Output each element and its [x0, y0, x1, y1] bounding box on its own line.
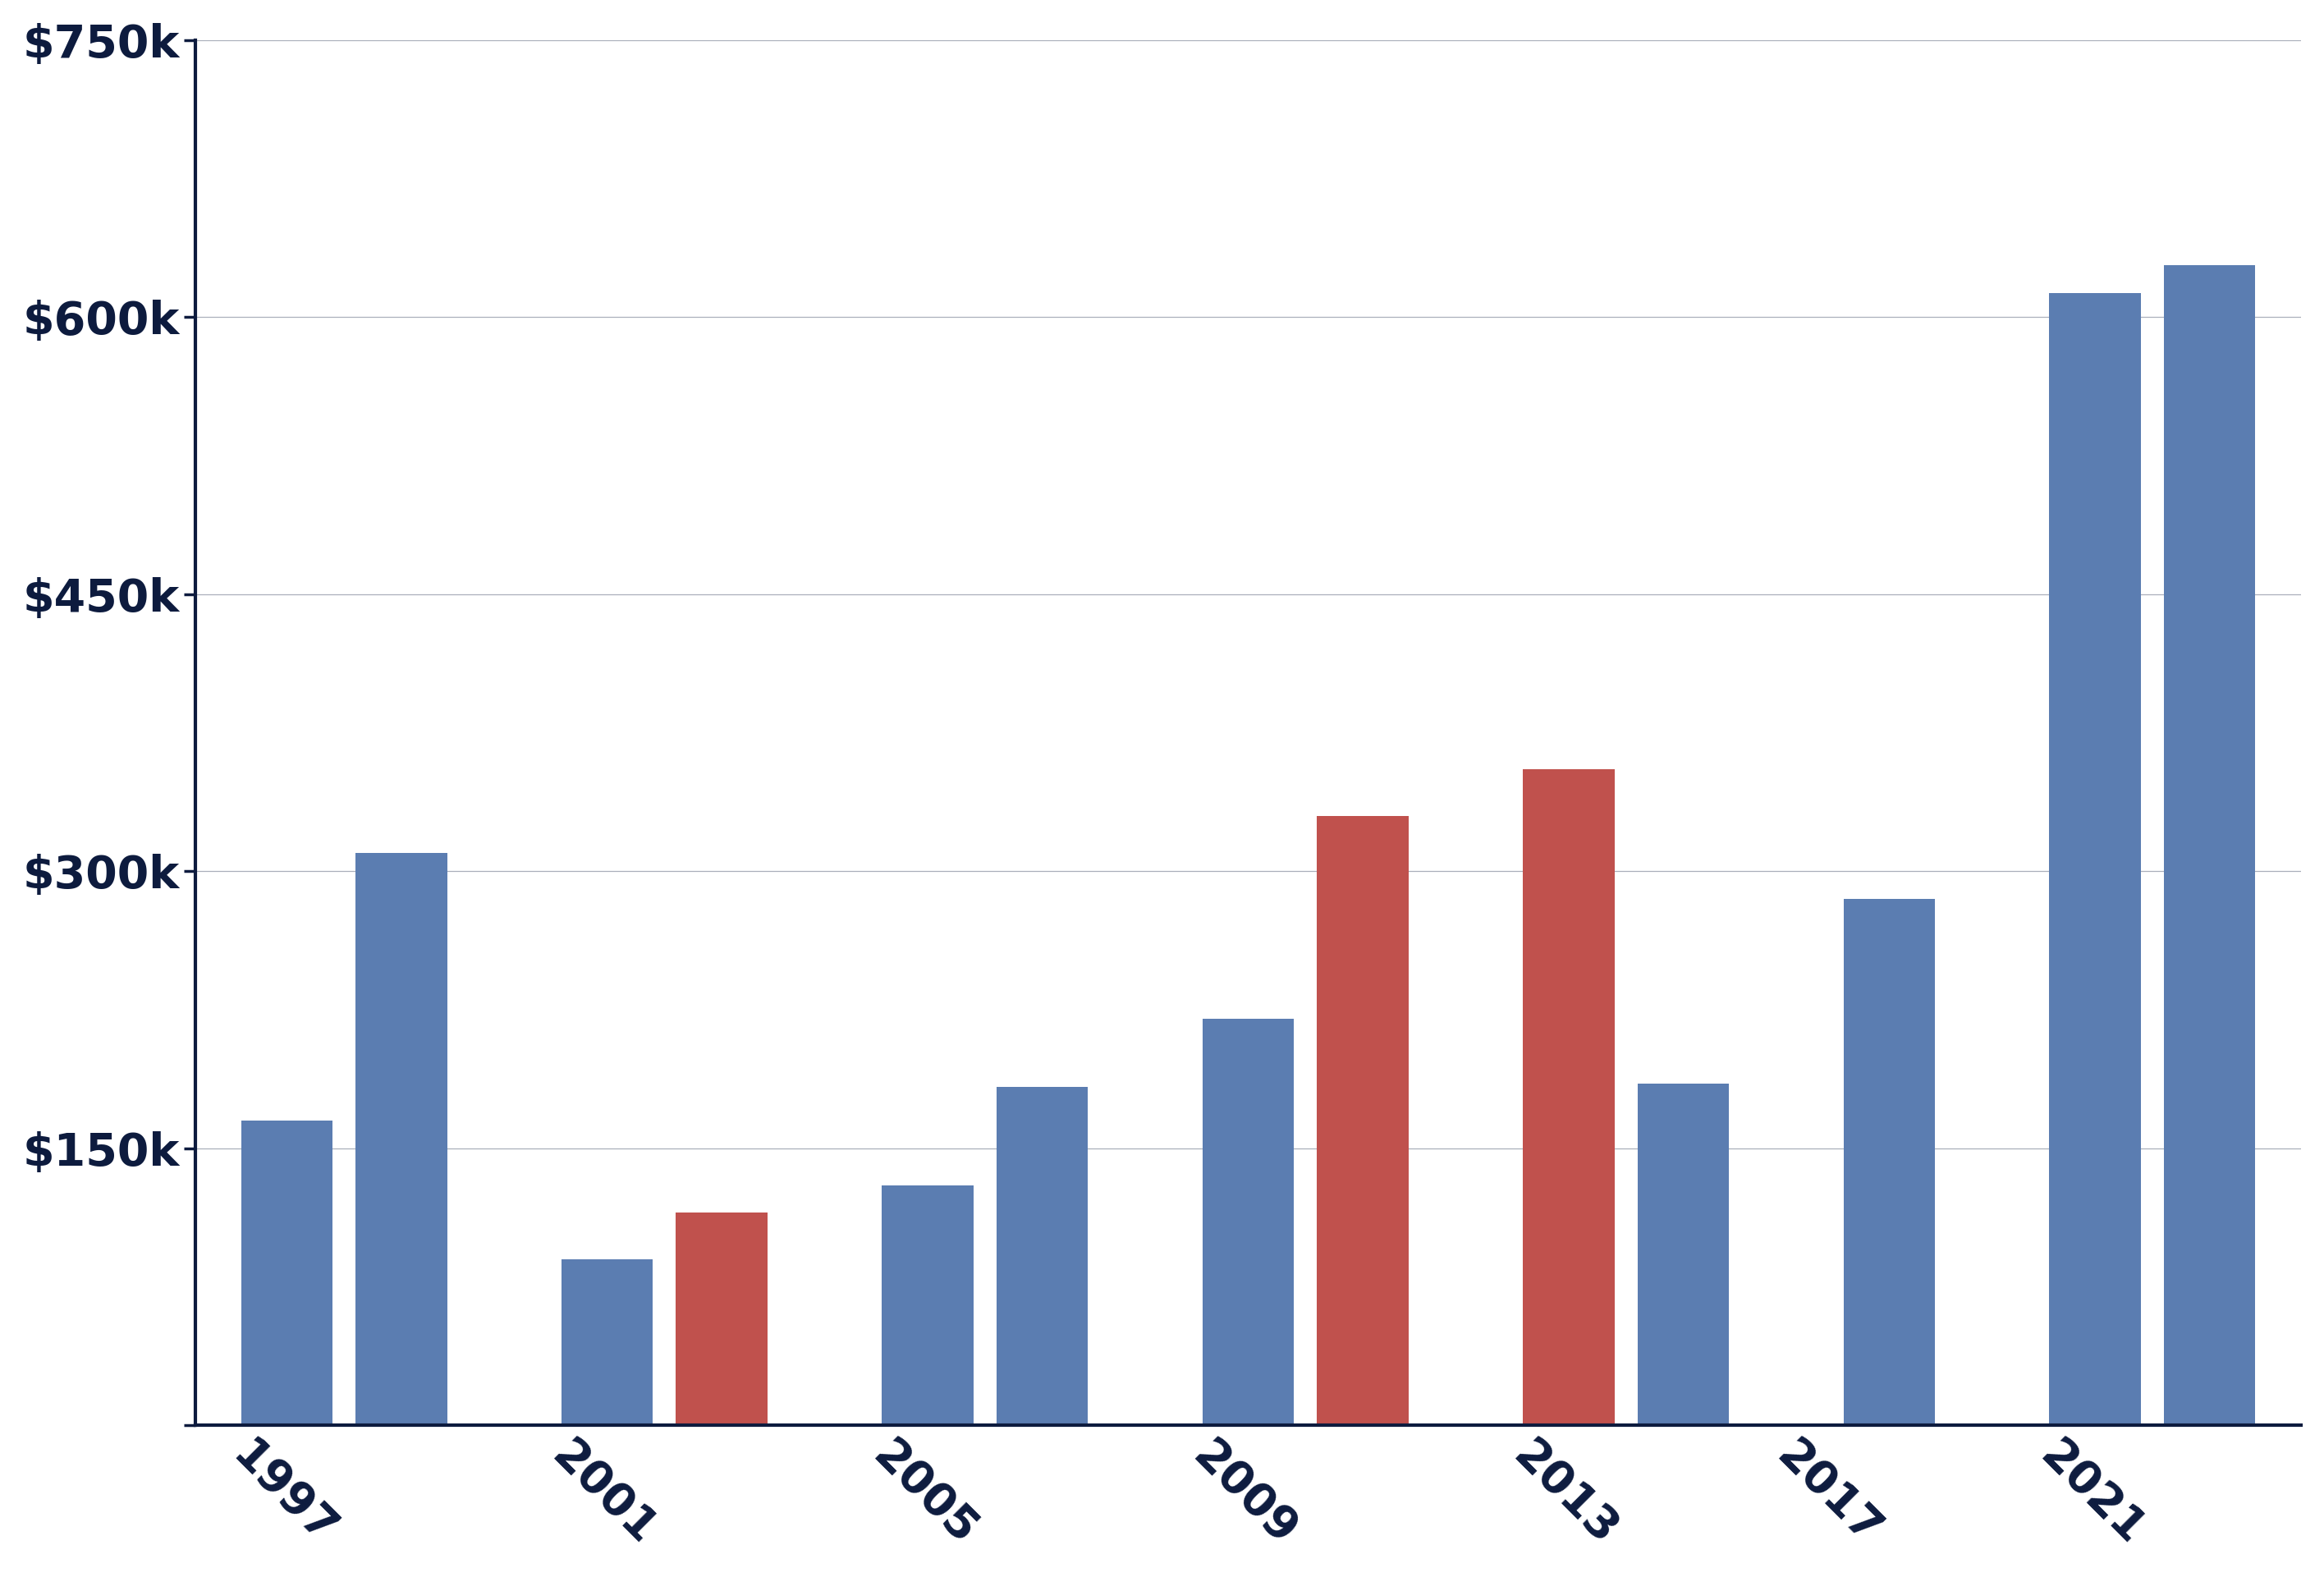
Bar — [2050, 293, 2140, 1426]
Bar — [676, 1213, 767, 1426]
Bar — [562, 1258, 653, 1426]
Bar — [1638, 1083, 1729, 1426]
Bar — [242, 1120, 332, 1426]
Bar — [997, 1087, 1088, 1426]
Bar — [356, 853, 446, 1426]
Bar — [1843, 899, 1936, 1426]
Bar — [2164, 265, 2254, 1426]
Bar — [1522, 770, 1615, 1426]
Bar — [1202, 1019, 1294, 1426]
Bar — [881, 1184, 974, 1426]
Bar — [1318, 815, 1408, 1426]
